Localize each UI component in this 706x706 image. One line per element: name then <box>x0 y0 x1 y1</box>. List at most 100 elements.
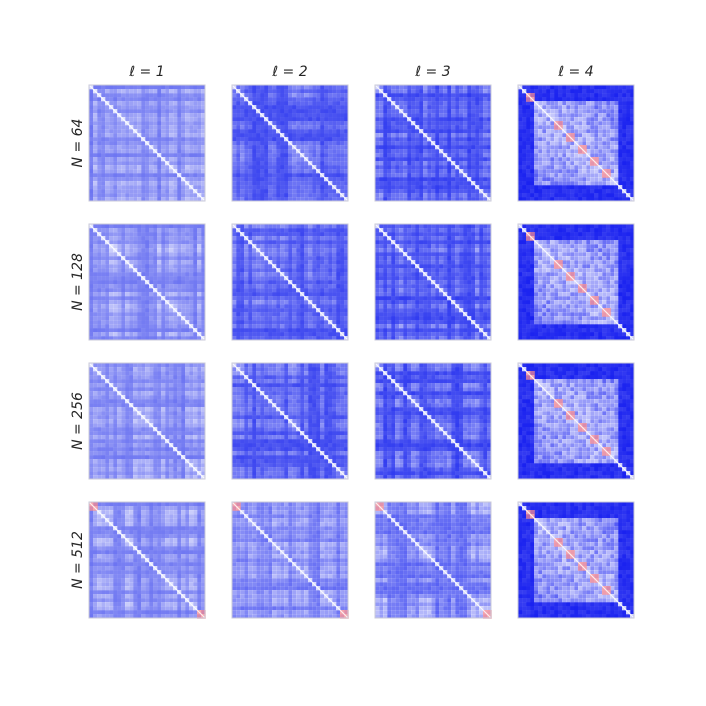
heatmap-cell <box>125 312 130 317</box>
heatmap-cell <box>292 308 297 313</box>
heatmap-cell <box>129 173 134 178</box>
heatmap-cell <box>590 109 595 114</box>
heatmap-cell <box>260 181 265 186</box>
heatmap-cell <box>618 105 623 110</box>
heatmap-cell <box>288 232 293 237</box>
heatmap-cell <box>109 197 114 202</box>
heatmap-cell <box>483 113 488 118</box>
heatmap-cell <box>232 113 237 118</box>
heatmap-cell <box>284 324 289 329</box>
heatmap-cell <box>113 197 118 202</box>
heatmap-cell <box>157 113 162 118</box>
heatmap-cell <box>284 228 289 233</box>
heatmap-cell <box>574 133 579 138</box>
heatmap-cell <box>566 117 571 122</box>
heatmap-cell <box>288 197 293 202</box>
heatmap-cell <box>479 97 484 102</box>
heatmap-cell <box>610 149 615 154</box>
heatmap-cell <box>193 244 198 249</box>
heatmap-cell <box>97 308 102 313</box>
heatmap-cell <box>431 129 436 134</box>
heatmap-cell <box>399 193 404 198</box>
heatmap-cell <box>395 97 400 102</box>
heatmap-cell <box>268 137 273 142</box>
heatmap-cell <box>125 228 130 233</box>
heatmap-cell <box>324 232 329 237</box>
heatmap-cell <box>304 89 309 94</box>
heatmap-cell <box>93 169 98 174</box>
heatmap-cell <box>149 121 154 126</box>
heatmap-cell <box>185 248 190 253</box>
heatmap-cell <box>344 129 349 134</box>
heatmap-cell <box>157 109 161 113</box>
heatmap-cell <box>308 268 313 273</box>
heatmap-cell <box>630 173 635 178</box>
heatmap-cell <box>125 193 130 198</box>
heatmap-cell <box>280 236 285 241</box>
heatmap-cell <box>101 280 106 285</box>
heatmap-cell <box>630 101 635 106</box>
heatmap-cell <box>483 129 488 134</box>
heatmap-cell <box>141 236 146 241</box>
heatmap-cell <box>431 89 436 94</box>
heatmap-cell <box>415 113 420 118</box>
heatmap-cell <box>101 260 106 265</box>
heatmap-cell <box>304 109 309 114</box>
heatmap-cell <box>467 141 472 146</box>
heatmap-cell <box>145 193 150 198</box>
heatmap-cell <box>487 105 492 110</box>
heatmap-cell <box>129 193 134 198</box>
heatmap-cell <box>387 197 392 202</box>
heatmap-cell <box>284 320 289 325</box>
heatmap-cell <box>606 121 611 126</box>
heatmap-cell <box>141 280 146 285</box>
heatmap-cell <box>165 137 170 142</box>
heatmap-cell <box>622 169 627 174</box>
heatmap-cell <box>316 312 321 317</box>
heatmap-cell <box>177 189 182 194</box>
heatmap-cell <box>89 117 94 122</box>
heatmap-cell <box>197 153 202 158</box>
heatmap-cell <box>165 105 170 110</box>
heatmap-cell <box>375 133 380 138</box>
heatmap-cell <box>487 189 492 194</box>
heatmap-cell <box>101 304 106 309</box>
heatmap-cell <box>395 141 400 146</box>
heatmap-cell <box>129 268 134 273</box>
heatmap-cell <box>296 256 301 261</box>
heatmap-cell <box>606 177 611 182</box>
heatmap-cell <box>197 105 202 110</box>
heatmap-cell <box>455 109 460 114</box>
heatmap-cell <box>137 97 142 102</box>
heatmap-cell <box>328 256 333 261</box>
heatmap-cell <box>463 137 468 142</box>
heatmap-cell <box>586 141 591 146</box>
heatmap-cell <box>455 133 460 138</box>
heatmap-cell <box>300 161 305 166</box>
heatmap-cell <box>288 276 293 281</box>
heatmap-cell <box>403 125 408 130</box>
heatmap-cell <box>614 161 619 166</box>
heatmap-cell <box>232 125 237 130</box>
heatmap-cell <box>312 153 317 158</box>
heatmap-cell <box>407 181 412 186</box>
heatmap-cell <box>443 161 448 166</box>
heatmap-cell <box>121 320 126 325</box>
heatmap-cell <box>312 256 317 261</box>
heatmap-cell <box>550 125 555 130</box>
heatmap-cell <box>590 177 595 182</box>
heatmap-cell <box>518 157 522 161</box>
heatmap-cell <box>332 272 337 277</box>
heatmap-cell <box>630 169 635 174</box>
heatmap-cell <box>185 276 190 281</box>
heatmap-cell <box>598 129 603 134</box>
heatmap-cell <box>185 252 190 257</box>
heatmap-cell <box>197 224 201 228</box>
heatmap-cell <box>296 145 301 150</box>
heatmap-cell <box>173 256 178 261</box>
heatmap-cell <box>344 133 349 138</box>
heatmap-cell <box>304 308 309 313</box>
heatmap-cell <box>153 169 158 174</box>
heatmap-cell <box>340 252 345 257</box>
heatmap-cell <box>328 189 333 194</box>
